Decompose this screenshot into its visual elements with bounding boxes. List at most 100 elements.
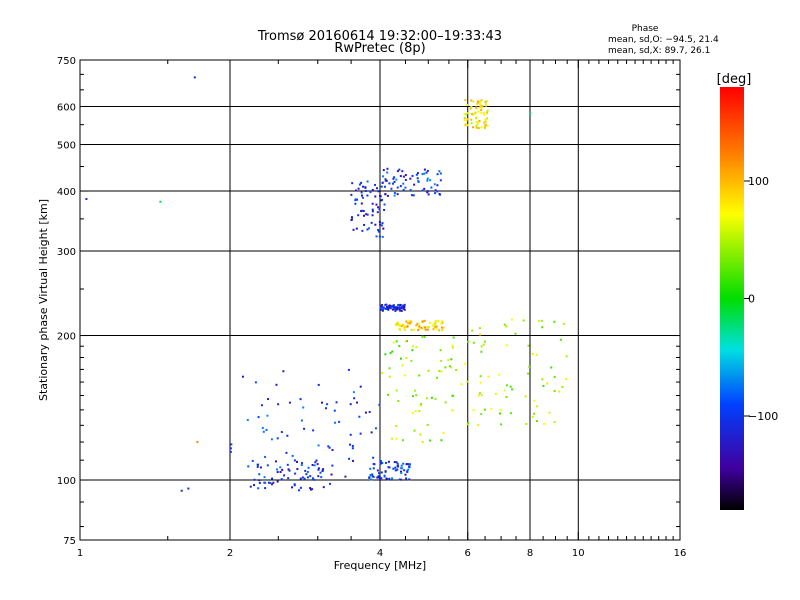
data-point xyxy=(256,465,259,468)
data-point xyxy=(480,345,483,348)
data-point xyxy=(484,120,487,123)
data-point xyxy=(316,463,319,466)
data-point xyxy=(541,378,544,381)
data-point xyxy=(535,420,538,423)
data-point xyxy=(483,408,486,411)
data-point xyxy=(299,398,302,401)
data-point xyxy=(328,446,331,449)
data-point xyxy=(328,482,331,485)
data-point xyxy=(398,328,401,331)
data-point xyxy=(348,457,351,460)
data-point xyxy=(480,126,483,129)
data-point xyxy=(406,340,409,343)
data-point xyxy=(317,467,320,470)
data-point xyxy=(377,230,380,233)
data-point xyxy=(399,357,402,360)
data-point xyxy=(438,370,441,373)
data-point xyxy=(412,194,415,197)
data-point xyxy=(531,415,534,418)
data-point xyxy=(439,179,442,182)
data-point xyxy=(399,175,402,178)
data-point xyxy=(464,113,467,116)
data-point xyxy=(371,208,374,211)
data-point xyxy=(434,326,437,329)
y-tick-label: 500 xyxy=(57,141,76,152)
data-point xyxy=(542,384,545,387)
data-point xyxy=(499,409,502,412)
data-point xyxy=(399,478,402,481)
data-point xyxy=(288,469,291,472)
data-point xyxy=(409,321,412,324)
data-point xyxy=(381,235,384,238)
data-point xyxy=(264,481,267,484)
data-point xyxy=(474,117,477,120)
data-point xyxy=(377,190,380,193)
data-point xyxy=(441,321,444,324)
data-point xyxy=(258,482,261,485)
data-point xyxy=(379,306,382,309)
data-point xyxy=(196,441,199,444)
data-point xyxy=(565,355,568,358)
data-point xyxy=(483,113,486,116)
data-point xyxy=(441,320,444,323)
data-point xyxy=(257,487,260,490)
data-point xyxy=(381,309,384,312)
data-point xyxy=(426,179,429,182)
data-point xyxy=(427,369,430,372)
data-point xyxy=(330,473,333,476)
data-point xyxy=(317,475,320,478)
data-point xyxy=(415,346,418,349)
data-point xyxy=(371,188,374,191)
data-point xyxy=(360,194,363,197)
data-point xyxy=(366,228,369,231)
data-point xyxy=(388,367,391,370)
data-point xyxy=(503,323,506,326)
data-point xyxy=(478,327,481,330)
data-point xyxy=(276,471,279,474)
data-point xyxy=(357,187,360,190)
data-point xyxy=(366,194,369,197)
data-point xyxy=(180,489,183,492)
data-point xyxy=(319,471,322,474)
data-point xyxy=(423,187,426,190)
data-point xyxy=(354,202,357,205)
data-point xyxy=(281,468,284,471)
data-point xyxy=(362,185,365,188)
data-point xyxy=(396,193,399,196)
data-point xyxy=(420,403,423,406)
data-point xyxy=(484,102,487,105)
data-point xyxy=(309,475,312,478)
data-point xyxy=(451,409,454,412)
data-point xyxy=(418,410,421,413)
data-point xyxy=(296,468,299,471)
data-point xyxy=(349,433,352,436)
data-point xyxy=(553,421,556,424)
data-point xyxy=(440,370,443,373)
data-point xyxy=(527,372,530,375)
data-point xyxy=(396,170,399,173)
data-point xyxy=(444,401,447,404)
data-point xyxy=(400,307,403,310)
data-point xyxy=(351,459,354,462)
data-point xyxy=(358,415,361,418)
data-point xyxy=(371,202,374,205)
data-point xyxy=(428,321,431,324)
data-point xyxy=(478,392,481,395)
data-point xyxy=(413,183,416,186)
data-point xyxy=(276,437,279,440)
data-point xyxy=(479,104,482,107)
data-point xyxy=(529,112,531,115)
data-point xyxy=(470,122,473,125)
data-point xyxy=(380,185,383,188)
data-point xyxy=(403,308,406,311)
y-tick-label: 750 xyxy=(57,56,76,67)
data-point xyxy=(395,389,398,392)
data-point xyxy=(475,121,478,124)
data-point xyxy=(324,407,327,410)
data-point xyxy=(400,309,403,312)
data-point xyxy=(391,477,394,480)
data-point xyxy=(352,391,355,394)
data-point xyxy=(387,460,390,463)
data-point xyxy=(500,423,503,426)
data-point xyxy=(435,376,438,379)
